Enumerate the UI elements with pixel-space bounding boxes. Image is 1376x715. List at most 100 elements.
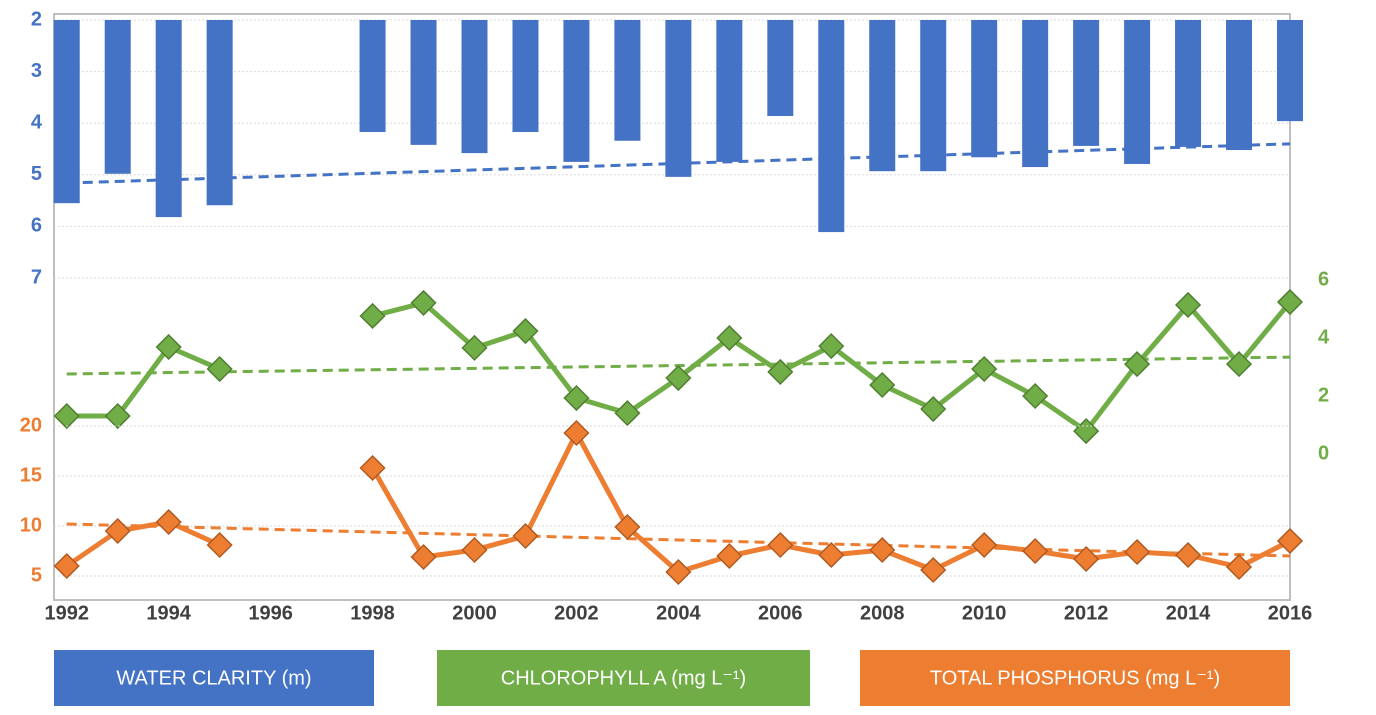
bar bbox=[155, 20, 182, 218]
bar bbox=[53, 20, 80, 204]
marker bbox=[104, 402, 131, 430]
y2-tick-label: 4 bbox=[1318, 326, 1330, 348]
marker bbox=[563, 384, 590, 412]
marker bbox=[1225, 553, 1253, 581]
x-tick-label: 2002 bbox=[554, 602, 599, 624]
bar bbox=[920, 20, 947, 172]
y-tick-label: 6 bbox=[31, 215, 42, 237]
marker bbox=[767, 531, 794, 559]
bar bbox=[869, 20, 896, 172]
marker bbox=[1022, 382, 1049, 410]
x-tick-label: 2000 bbox=[452, 602, 497, 624]
marker bbox=[359, 302, 386, 330]
y-tick-label: 15 bbox=[20, 464, 42, 486]
marker bbox=[53, 552, 80, 580]
y-tick-label: 4 bbox=[31, 111, 43, 133]
marker bbox=[767, 358, 794, 385]
y-tick-label: 5 bbox=[31, 564, 42, 586]
bar bbox=[461, 20, 488, 154]
legend-swatch bbox=[860, 650, 1290, 706]
x-tick-label: 2012 bbox=[1064, 602, 1109, 624]
marker bbox=[920, 556, 947, 584]
marker bbox=[1124, 538, 1151, 566]
legend-swatch bbox=[437, 650, 810, 706]
marker bbox=[155, 333, 182, 361]
marker bbox=[665, 558, 692, 586]
bar bbox=[512, 20, 539, 132]
legend-label: WATER CLARITY (m) bbox=[116, 667, 311, 689]
x-tick-label: 2014 bbox=[1166, 602, 1211, 624]
bar bbox=[971, 20, 998, 158]
legend-label: TOTAL PHOSPHORUS (mg L⁻¹) bbox=[930, 667, 1220, 689]
bar bbox=[716, 20, 743, 162]
marker bbox=[359, 454, 386, 482]
y2-tick-label: 2 bbox=[1318, 384, 1329, 406]
y-tick-label: 20 bbox=[20, 414, 42, 436]
bar bbox=[767, 20, 794, 116]
marker bbox=[206, 531, 233, 559]
x-tick-label: 2004 bbox=[656, 602, 701, 624]
bar bbox=[1226, 20, 1253, 151]
marker bbox=[410, 289, 437, 316]
y-tick-label: 10 bbox=[20, 514, 42, 536]
marker bbox=[563, 419, 590, 447]
legend-swatch bbox=[54, 650, 374, 706]
marker bbox=[461, 334, 488, 361]
bar bbox=[1022, 20, 1049, 168]
y-tick-label: 7 bbox=[31, 266, 42, 288]
bar bbox=[104, 20, 131, 174]
marker bbox=[614, 513, 641, 541]
trend-line bbox=[66, 522, 1291, 558]
x-tick-label: 1998 bbox=[350, 602, 395, 624]
y2-tick-label: 0 bbox=[1318, 442, 1329, 464]
bar bbox=[818, 20, 845, 233]
marker bbox=[1175, 541, 1202, 569]
marker bbox=[869, 536, 896, 564]
x-tick-label: 1992 bbox=[44, 602, 89, 624]
y2-tick-label: 6 bbox=[1318, 268, 1329, 290]
marker bbox=[818, 333, 845, 360]
marker bbox=[869, 371, 896, 399]
marker bbox=[1276, 288, 1304, 316]
marker bbox=[53, 402, 80, 430]
marker bbox=[971, 355, 998, 383]
bar bbox=[359, 20, 386, 132]
bar bbox=[410, 20, 437, 145]
marker bbox=[512, 522, 539, 550]
bar bbox=[563, 20, 590, 162]
x-tick-label: 1996 bbox=[248, 602, 293, 624]
marker bbox=[155, 508, 182, 536]
marker bbox=[1022, 537, 1049, 565]
y-tick-label: 2 bbox=[31, 8, 42, 30]
bar bbox=[665, 20, 692, 177]
bar bbox=[206, 20, 233, 206]
legend-label: CHLOROPHYLL A (mg L⁻¹) bbox=[501, 667, 746, 689]
marker bbox=[1073, 545, 1100, 573]
marker bbox=[920, 395, 947, 423]
y-tick-label: 3 bbox=[31, 60, 42, 82]
bar bbox=[1175, 20, 1202, 147]
x-tick-label: 2016 bbox=[1268, 602, 1313, 624]
marker bbox=[1225, 351, 1253, 378]
marker bbox=[614, 400, 641, 427]
bar bbox=[1277, 20, 1303, 122]
x-tick-label: 1994 bbox=[146, 602, 191, 624]
marker bbox=[1073, 418, 1100, 445]
marker bbox=[410, 543, 437, 571]
bar bbox=[614, 20, 641, 141]
x-tick-label: 2006 bbox=[758, 602, 803, 624]
marker bbox=[1175, 291, 1202, 319]
marker bbox=[461, 536, 488, 564]
marker bbox=[1276, 527, 1304, 555]
marker bbox=[716, 542, 743, 570]
marker bbox=[665, 364, 692, 392]
marker bbox=[512, 317, 539, 345]
marker bbox=[818, 541, 845, 569]
marker bbox=[1124, 351, 1151, 378]
y-tick-label: 5 bbox=[31, 163, 42, 185]
bar bbox=[1124, 20, 1151, 164]
marker bbox=[971, 531, 998, 559]
marker bbox=[716, 324, 743, 352]
x-tick-label: 2010 bbox=[962, 602, 1007, 624]
